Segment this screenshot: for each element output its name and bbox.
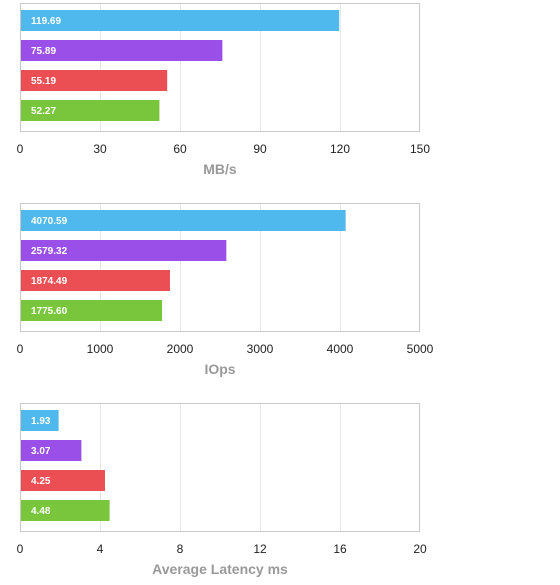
latency-tick-label: 4 [97,542,104,556]
throughput-bar-3 [21,70,168,91]
throughput-tick-label: 30 [93,142,107,156]
latency-tick-label: 8 [177,542,184,556]
throughput-bar-value-label: 55.19 [31,76,56,87]
latency-bar-value-label: 4.48 [31,506,51,517]
throughput-tick-label: 150 [410,142,430,156]
throughput-tick-label: 0 [17,142,24,156]
latency-axis-title: Average Latency ms [152,561,288,577]
iops-tick-label: 5000 [407,342,434,356]
iops-chart: 4070.59 2579.32 1874.49 1775.60 0 1000 2000 300… [17,203,434,377]
iops-bar-2 [21,240,227,261]
iops-axis-title: IOps [204,361,235,377]
throughput-tick-label: 60 [173,142,187,156]
latency-bar-value-label: 4.25 [31,476,51,487]
throughput-tick-label: 120 [330,142,350,156]
iops-tick-label: 1000 [87,342,114,356]
iops-tick-label: 3000 [247,342,274,356]
throughput-bar-value-label: 75.89 [31,46,56,57]
iops-bar-value-label: 4070.59 [31,216,68,227]
latency-bar-2 [21,440,82,461]
iops-tick-label: 2000 [167,342,194,356]
latency-bar-4 [21,500,110,521]
iops-bar-4 [21,300,163,321]
throughput-chart: 119.69 75.89 55.19 52.27 0 30 60 90 120 150 MB/s [17,3,430,177]
latency-tick-label: 0 [17,542,24,556]
iops-tick-label: 4000 [327,342,354,356]
latency-tick-label: 20 [413,542,427,556]
throughput-axis-title: MB/s [203,161,237,177]
throughput-bar-4 [21,100,160,121]
latency-chart: 1.93 3.07 4.25 4.48 0 4 8 12 16 20 Average Latency… [17,403,427,577]
iops-bar-3 [21,270,170,291]
iops-bar-1 [21,210,346,231]
throughput-tick-label: 90 [253,142,267,156]
throughput-bar-value-label: 52.27 [31,106,56,117]
iops-bar-value-label: 1874.49 [31,276,68,287]
iops-bar-value-label: 2579.32 [31,246,68,257]
latency-bar-value-label: 1.93 [31,416,51,427]
latency-tick-label: 12 [253,542,267,556]
throughput-bar-1 [21,10,340,31]
iops-tick-label: 0 [17,342,24,356]
throughput-bar-2 [21,40,223,61]
latency-bar-1 [21,410,59,431]
latency-bar-3 [21,470,105,491]
latency-bar-value-label: 3.07 [31,446,51,457]
latency-tick-label: 16 [333,542,347,556]
throughput-bar-value-label: 119.69 [31,16,61,27]
iops-bar-value-label: 1775.60 [31,306,68,317]
